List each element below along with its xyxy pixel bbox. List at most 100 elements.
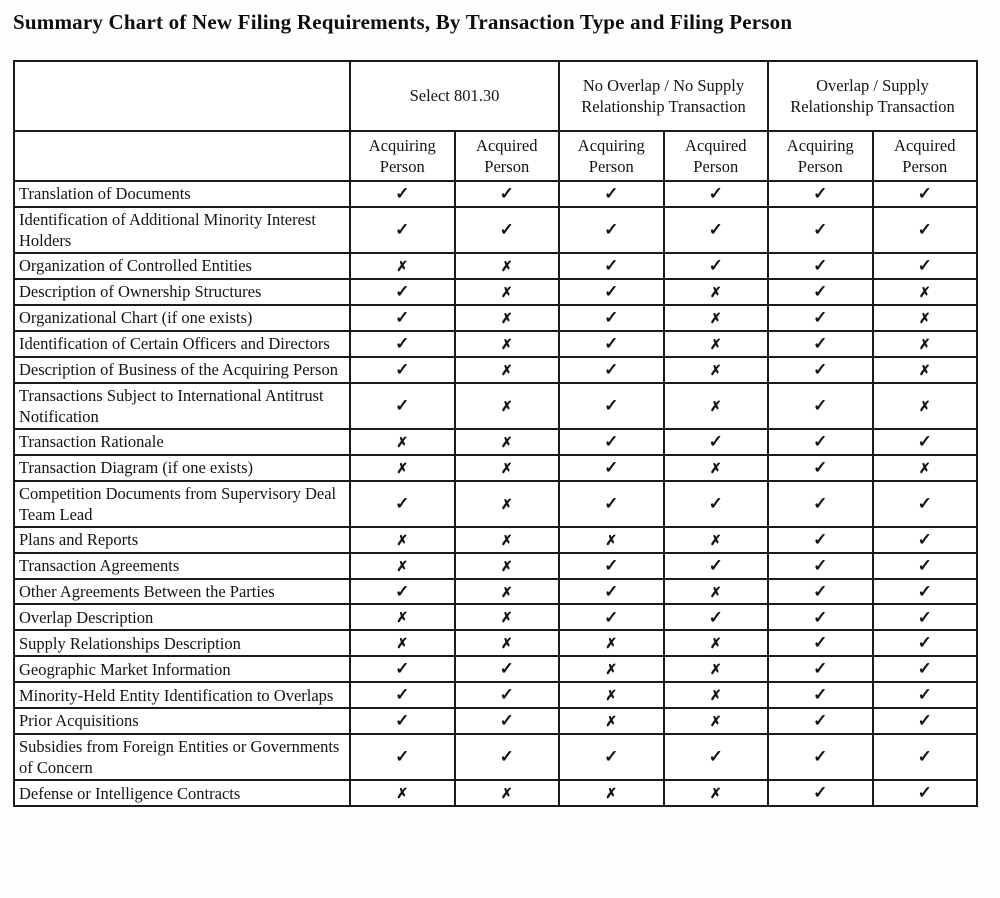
check-mark-cell: ✓ [662, 251, 769, 280]
check-icon: ✓ [813, 711, 828, 731]
row-label: Translation of Documents [13, 180, 351, 208]
cross-mark-cell: ✗ [349, 251, 456, 280]
cross-icon: ✗ [500, 585, 513, 601]
check-mark-cell: ✓ [767, 205, 874, 254]
check-icon: ✓ [604, 457, 619, 477]
cross-mark-cell: ✗ [349, 551, 456, 580]
cross-mark-cell: ✗ [662, 577, 769, 606]
check-icon: ✓ [604, 607, 619, 627]
cross-mark-cell: ✗ [662, 525, 769, 554]
cross-mark-cell: ✗ [453, 603, 560, 632]
cross-mark-cell: ✗ [349, 427, 456, 456]
sub-header-acquiring-2: Acquiring Person [558, 130, 665, 182]
row-label: Competition Documents from Supervisory D… [13, 479, 351, 528]
check-icon: ✓ [813, 359, 828, 379]
check-icon: ✓ [813, 219, 828, 239]
cross-icon: ✗ [396, 259, 409, 275]
check-mark-cell: ✓ [767, 180, 874, 208]
row-label: Identification of Additional Minority In… [13, 205, 351, 254]
cross-icon: ✗ [500, 259, 513, 275]
check-mark-cell: ✓ [453, 180, 560, 208]
cross-mark-cell: ✗ [871, 453, 978, 482]
cross-icon: ✗ [500, 637, 513, 653]
check-mark-cell: ✓ [558, 355, 665, 384]
check-icon: ✓ [604, 256, 619, 276]
cross-mark-cell: ✗ [662, 303, 769, 332]
check-icon: ✓ [499, 711, 514, 731]
check-icon: ✓ [917, 431, 932, 451]
cross-mark-cell: ✗ [453, 355, 560, 384]
table-row: Prior Acquisitions ✓ ✓ ✗ ✗ ✓ ✓ [13, 707, 978, 735]
check-icon: ✓ [395, 219, 410, 239]
check-icon: ✓ [604, 431, 619, 451]
cross-mark-cell: ✗ [662, 453, 769, 482]
check-icon: ✓ [604, 307, 619, 327]
cross-icon: ✗ [396, 435, 409, 451]
cross-icon: ✗ [396, 787, 409, 803]
group-header-overlap-supply: Overlap / Supply Relationship Transactio… [767, 60, 978, 132]
check-icon: ✓ [708, 431, 723, 451]
cross-icon: ✗ [500, 435, 513, 451]
check-mark-cell: ✓ [558, 303, 665, 332]
check-mark-cell: ✓ [871, 603, 978, 632]
cross-mark-cell: ✗ [453, 525, 560, 554]
check-mark-cell: ✓ [349, 655, 456, 684]
check-icon: ✓ [813, 659, 828, 679]
corner-cell [13, 60, 351, 132]
table-row: Organization of Controlled Entities ✗ ✗ ✓ ✓ ✓… [13, 251, 978, 280]
row-label: Organizational Chart (if one exists) [13, 303, 351, 332]
check-mark-cell: ✓ [558, 205, 665, 254]
cross-icon: ✗ [709, 787, 722, 803]
table-row: Organizational Chart (if one exists) ✓ ✗ ✓ ✗… [13, 303, 978, 332]
row-label: Plans and Reports [13, 525, 351, 554]
cross-mark-cell: ✗ [453, 479, 560, 528]
check-icon: ✓ [499, 747, 514, 767]
cross-icon: ✗ [500, 559, 513, 575]
check-icon: ✓ [708, 747, 723, 767]
cross-mark-cell: ✗ [349, 629, 456, 658]
check-icon: ✓ [813, 685, 828, 705]
cross-icon: ✗ [500, 533, 513, 549]
check-mark-cell: ✓ [767, 551, 874, 580]
cross-icon: ✗ [396, 611, 409, 627]
check-mark-cell: ✓ [767, 251, 874, 280]
table-row: Other Agreements Between the Parties ✓ ✗ ✓ ✗… [13, 577, 978, 606]
check-mark-cell: ✓ [767, 277, 874, 306]
cross-icon: ✗ [918, 337, 931, 353]
check-icon: ✓ [395, 359, 410, 379]
check-mark-cell: ✓ [767, 655, 874, 684]
check-mark-cell: ✓ [871, 427, 978, 456]
cross-icon: ✗ [396, 637, 409, 653]
check-mark-cell: ✓ [767, 427, 874, 456]
check-mark-cell: ✓ [662, 551, 769, 580]
check-icon: ✓ [708, 493, 723, 513]
check-icon: ✓ [813, 457, 828, 477]
group-header-select-80130: Select 801.30 [349, 60, 560, 132]
check-icon: ✓ [708, 184, 723, 203]
cross-mark-cell: ✗ [349, 525, 456, 554]
check-mark-cell: ✓ [871, 655, 978, 684]
check-icon: ✓ [813, 281, 828, 301]
check-mark-cell: ✓ [349, 577, 456, 606]
check-icon: ✓ [813, 747, 828, 767]
check-mark-cell: ✓ [558, 732, 665, 782]
check-mark-cell: ✓ [662, 479, 769, 528]
cross-icon: ✗ [918, 363, 931, 379]
cross-mark-cell: ✗ [871, 329, 978, 358]
cross-icon: ✗ [500, 311, 513, 327]
cross-mark-cell: ✗ [662, 329, 769, 358]
check-icon: ✓ [604, 747, 619, 767]
row-label: Defense or Intelligence Contracts [13, 779, 351, 808]
row-label: Description of Ownership Structures [13, 277, 351, 306]
check-mark-cell: ✓ [558, 251, 665, 280]
cross-mark-cell: ✗ [871, 355, 978, 384]
check-mark-cell: ✓ [558, 603, 665, 632]
check-icon: ✓ [813, 184, 828, 203]
cross-icon: ✗ [709, 715, 722, 731]
table-row: Identification of Additional Minority In… [13, 205, 978, 254]
corner-cell-2 [13, 130, 351, 182]
cross-mark-cell: ✗ [558, 525, 665, 554]
cross-icon: ✗ [500, 337, 513, 353]
check-icon: ✓ [604, 219, 619, 239]
cross-mark-cell: ✗ [453, 577, 560, 606]
